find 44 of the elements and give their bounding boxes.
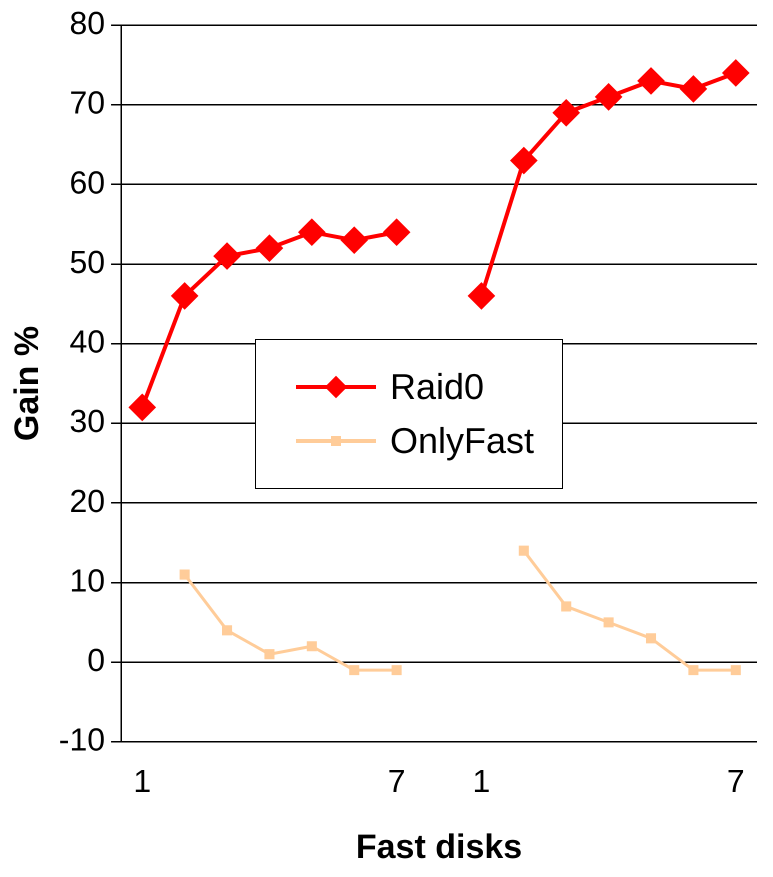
point — [596, 84, 622, 110]
point — [638, 68, 664, 94]
y-tick-label: 30 — [69, 403, 106, 440]
y-tick-label: 60 — [69, 164, 106, 200]
x-tick-label: 1 — [472, 762, 490, 799]
point — [518, 546, 529, 556]
x-tick-label: 7 — [388, 762, 406, 799]
point — [722, 60, 749, 86]
point — [306, 641, 317, 652]
legend-label: Raid0 — [390, 366, 484, 408]
legend-label: OnlyFast — [390, 420, 534, 462]
point — [553, 100, 580, 126]
y-tick-label: 10 — [69, 562, 106, 598]
point — [180, 570, 190, 580]
point — [264, 649, 274, 660]
point — [341, 227, 368, 254]
y-tick-label: 20 — [69, 482, 106, 519]
x-tick-label: 7 — [726, 762, 745, 799]
point — [688, 665, 698, 676]
y-tick-label: 70 — [69, 84, 106, 121]
x-tick-label: 1 — [133, 762, 152, 799]
point — [604, 617, 614, 628]
point — [384, 219, 410, 246]
point — [392, 665, 402, 676]
point — [172, 282, 198, 309]
point — [256, 235, 282, 262]
point — [680, 76, 706, 102]
point — [349, 665, 360, 676]
point — [730, 665, 741, 676]
x-axis-title: Fast disks — [356, 828, 522, 866]
y-tick-label: 0 — [87, 642, 106, 678]
y-tick-label: 40 — [69, 324, 106, 360]
point — [298, 219, 325, 246]
point — [129, 394, 156, 420]
point — [510, 148, 537, 174]
y-tick-label: 80 — [69, 5, 106, 42]
point — [468, 282, 494, 309]
point — [222, 625, 232, 636]
point — [646, 633, 656, 644]
point — [214, 243, 240, 270]
point — [561, 601, 572, 612]
y-tick-label: -10 — [58, 722, 106, 758]
y-axis-title: Gain % — [8, 326, 46, 442]
y-tick-label: 50 — [69, 244, 106, 280]
